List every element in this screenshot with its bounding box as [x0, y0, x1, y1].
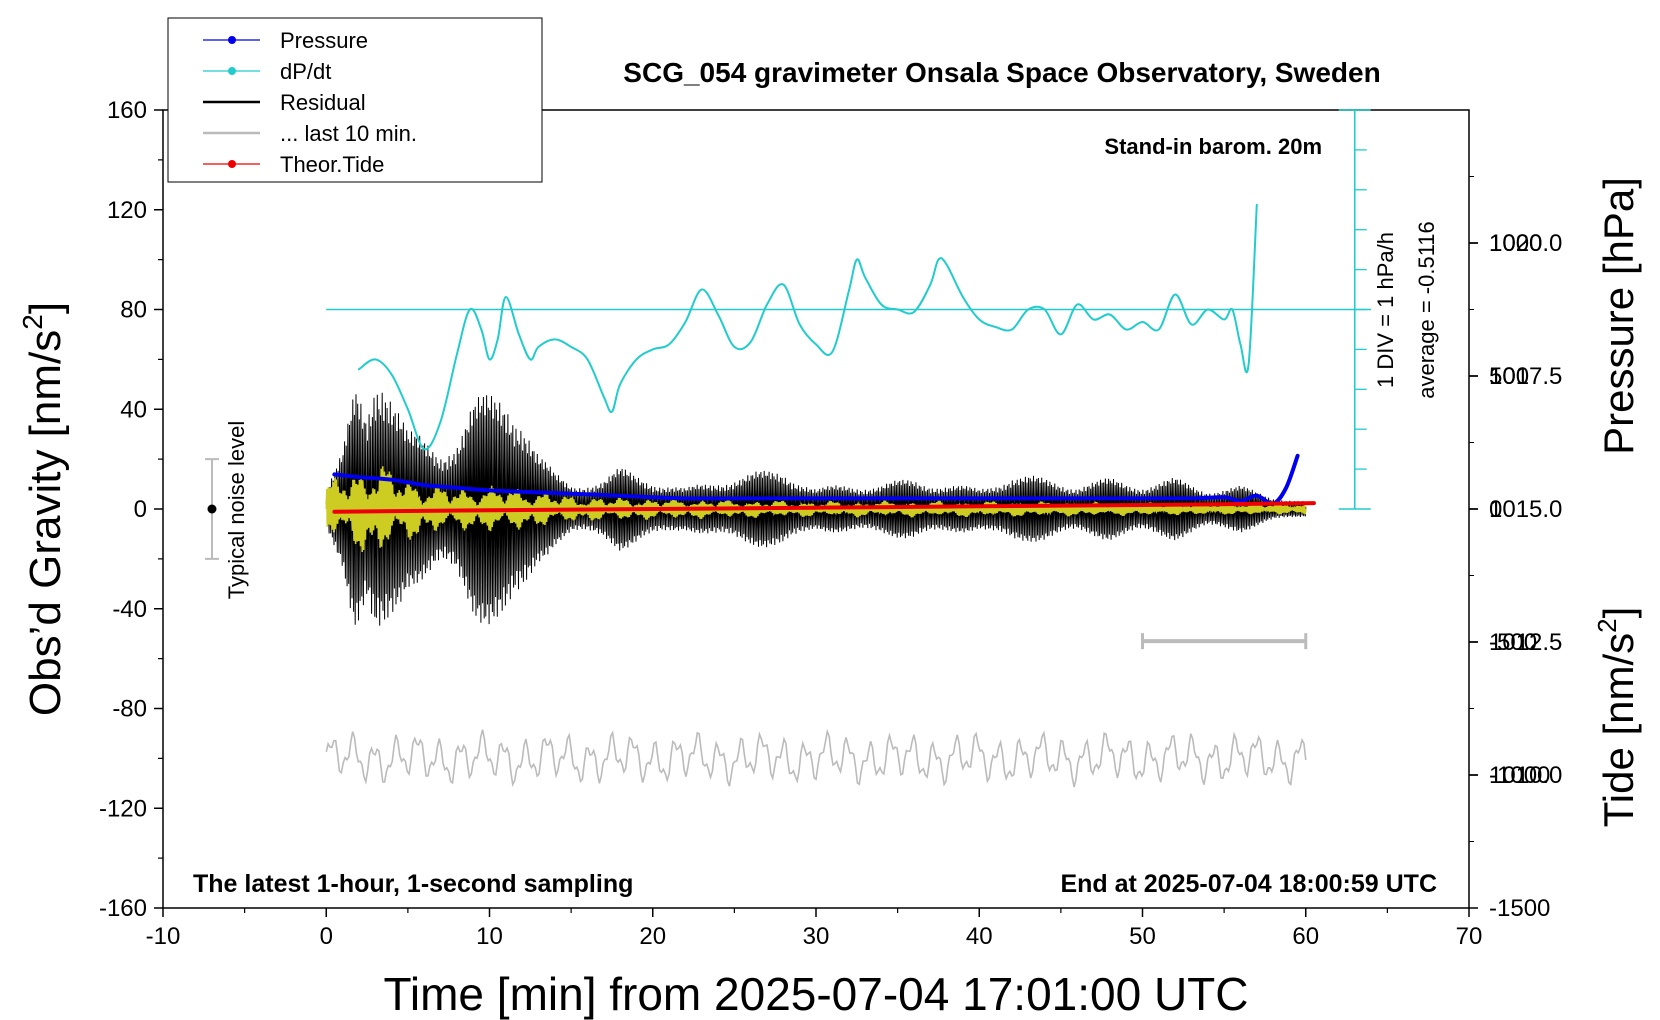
- pressure-tick-label-3: 1012.5: [1489, 629, 1562, 656]
- chart-title: SCG_054 gravimeter Onsala Space Observat…: [623, 57, 1380, 88]
- series-line-2: [332, 501, 1316, 514]
- noise-bar-dot: [207, 504, 217, 514]
- pressure-tick-label-4: 1010.0: [1489, 762, 1562, 789]
- legend-label-0: Pressure: [280, 28, 368, 53]
- pressure-tick-label-1: 1017.5: [1489, 363, 1562, 390]
- last-10-min-series: [325, 728, 1307, 788]
- pressure-tick-label-0: 1020.0: [1489, 230, 1562, 257]
- legend-label-3: ... last 10 min.: [280, 121, 417, 146]
- legend-label-1: dP/dt: [280, 59, 331, 84]
- y-tick-label-2: 80: [120, 297, 147, 324]
- x-tick-label-3: 20: [639, 923, 666, 950]
- tide-axis-title-main: Tide [nm/s: [1595, 633, 1642, 828]
- tide-tick-label-5: -1500: [1489, 895, 1550, 922]
- tide-tick-label-4: -1000: [1489, 762, 1550, 789]
- series-line-1: [357, 203, 1258, 451]
- legend-label-2: Residual: [280, 90, 366, 115]
- legend-entries: Pressure dP/dt Residual ... last 10 min. The…: [203, 28, 417, 177]
- series-line-0: [332, 453, 1300, 506]
- y-tick-label-3: 40: [120, 396, 147, 423]
- y-tick-label-8: -160: [99, 895, 147, 922]
- y-tick-label-7: -120: [99, 795, 147, 822]
- noise-note: Typical noise level: [224, 421, 249, 600]
- x-tick-label-0: -10: [146, 923, 181, 950]
- y-tick-label-0: 160: [107, 97, 147, 124]
- residual-line: [325, 392, 1307, 626]
- x-axis-title: Time [min] from 2025-07-04 17:01:00 UTC: [384, 968, 1249, 1020]
- tide-axis-ticks: 1000 500 0 -500 -1000 -1500: [1469, 176, 1550, 922]
- x-tick-label-6: 50: [1129, 923, 1156, 950]
- average-note: average = -0.5116: [1414, 221, 1439, 399]
- pressure-tick-label-2: 1015.0: [1489, 496, 1562, 523]
- y-tick-label-5: -40: [112, 596, 147, 623]
- tide-axis-title: Tide [nm/s2]: [1592, 607, 1642, 828]
- latest-note: The latest 1-hour, 1-second sampling: [193, 870, 633, 898]
- y-axis-title-main: Obs’d Gravity [nm/s: [21, 330, 70, 716]
- y-tick-label-1: 120: [107, 197, 147, 224]
- y-axis-ticks: 160 120 80 40 0 -40 -80 -120 -160: [99, 97, 163, 922]
- theoretical-tide-series: [332, 501, 1316, 514]
- y-axis-title-tail: ]: [21, 302, 70, 314]
- x-tick-label-4: 30: [803, 923, 830, 950]
- barometer-note: Stand-in barom. 20m: [1104, 134, 1322, 159]
- tide-tick-label-2: 0: [1489, 496, 1502, 523]
- tide-tick-label-3: -500: [1489, 629, 1537, 656]
- tide-axis-title-sup: 2: [1592, 618, 1622, 632]
- legend: Pressure dP/dt Residual ... last 10 min. The…: [167, 17, 543, 183]
- div-note: 1 DIV = 1 hPa/h: [1373, 232, 1398, 388]
- last-10-min-line: [325, 728, 1307, 788]
- end-note: End at 2025-07-04 18:00:59 UTC: [1060, 870, 1437, 898]
- legend-label-4: Theor.Tide: [280, 152, 384, 177]
- x-axis-ticks: -10 0 10 20 30 40 50 60 70: [146, 908, 1483, 950]
- y-tick-label-4: 0: [134, 496, 147, 523]
- residual-series: [325, 392, 1307, 626]
- dpdt-series: [357, 203, 1258, 451]
- legend-marker-0: [228, 36, 236, 44]
- tide-tick-label-1: 500: [1489, 363, 1529, 390]
- x-tick-label-8: 70: [1456, 923, 1483, 950]
- y-axis-title-sup: 2: [17, 314, 48, 330]
- tide-axis-title-tail: ]: [1595, 607, 1642, 619]
- pressure-series: [332, 453, 1300, 506]
- y-tick-label-6: -80: [112, 696, 147, 723]
- legend-marker-1: [228, 67, 236, 75]
- pressure-axis-title: Pressure [hPa]: [1595, 177, 1642, 455]
- tide-tick-label-0: 1000: [1489, 230, 1542, 257]
- x-tick-label-5: 40: [966, 923, 993, 950]
- legend-marker-4: [228, 160, 236, 168]
- x-tick-label-2: 10: [476, 923, 503, 950]
- x-tick-label-7: 60: [1292, 923, 1319, 950]
- y-axis-title: Obs’d Gravity [nm/s2]: [17, 302, 70, 716]
- x-tick-label-1: 0: [320, 923, 333, 950]
- scale-bars: [204, 109, 1371, 650]
- legend-box: [167, 17, 543, 183]
